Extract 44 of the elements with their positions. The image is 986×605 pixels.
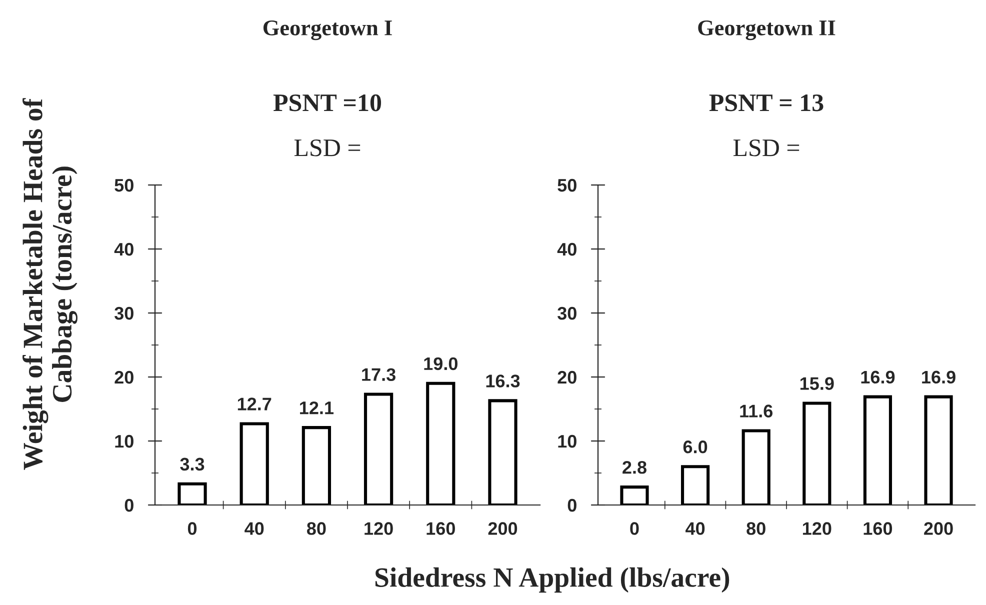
data-label: 11.6 xyxy=(740,404,773,418)
x-tick-label: 0 xyxy=(188,522,197,535)
x-tick-label: 120 xyxy=(364,522,393,535)
y-tick-label: 10 xyxy=(558,434,576,448)
data-label: 16.9 xyxy=(922,370,956,384)
x-tick-label: 200 xyxy=(924,522,953,535)
x-tick-label: 0 xyxy=(630,522,639,535)
y-tick-label: 0 xyxy=(568,498,576,512)
y-tick-label: 30 xyxy=(114,306,134,320)
x-tick-label: 40 xyxy=(686,522,705,535)
x-tick-label: 120 xyxy=(802,522,832,535)
text: LSD = xyxy=(294,139,360,156)
y-tick-label: 30 xyxy=(558,306,576,320)
x-tick-label: 160 xyxy=(426,522,455,535)
data-label: 15.9 xyxy=(800,377,834,390)
y-axis-title: Weight of Marketable Heads of Cabbage (tons/acre) xyxy=(22,98,78,470)
data-label: 17.3 xyxy=(362,368,396,382)
y-tick-label: 40 xyxy=(557,242,576,256)
data-label: 19.0 xyxy=(424,357,458,370)
text: LSD = xyxy=(733,139,800,156)
data-label: 3.3 xyxy=(180,458,204,471)
chart-title: Georgetown II xyxy=(698,20,836,40)
chart-title: Georgetown I xyxy=(263,20,392,40)
y-tick-label: 50 xyxy=(558,178,576,192)
text: PSNT =10 xyxy=(273,94,382,112)
data-label: 16.9 xyxy=(861,370,895,384)
x-axis-title: Sidedress N Applied (lbs/acre) xyxy=(375,567,730,593)
x-tick-label: 40 xyxy=(244,522,264,535)
y-tick-label: 20 xyxy=(558,370,576,384)
text: PSNT = 13 xyxy=(709,94,824,112)
x-tick-label: 80 xyxy=(746,522,766,535)
y-tick-label: 20 xyxy=(114,370,134,384)
y-tick-label: 0 xyxy=(124,498,134,512)
y-tick-label: 40 xyxy=(114,242,134,256)
data-label: 12.7 xyxy=(238,398,272,410)
y-tick-label: 50 xyxy=(114,178,134,192)
data-label: 12.1 xyxy=(300,401,334,414)
data-label: 16.3 xyxy=(486,374,520,388)
data-label: 6.0 xyxy=(683,440,708,454)
data-label: 2.8 xyxy=(622,461,646,474)
x-tick-label: 80 xyxy=(306,522,326,535)
y-tick-label: 10 xyxy=(115,434,134,448)
x-tick-label: 200 xyxy=(488,522,518,535)
x-tick-label: 160 xyxy=(864,522,892,535)
